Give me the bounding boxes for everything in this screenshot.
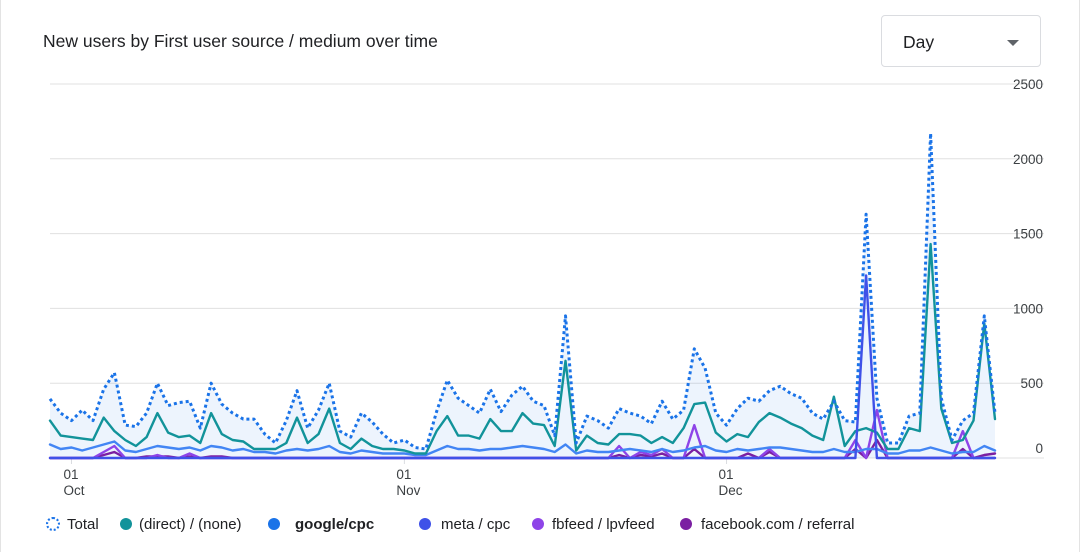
series-line-google-cpc — [48, 440, 997, 457]
y-tick-label: 500 — [1020, 376, 1043, 391]
x-tick-label-month: Nov — [396, 483, 420, 498]
legend-label-total: Total — [67, 516, 99, 533]
legend-swatch-meta-cpc — [419, 518, 431, 530]
legend-item-total[interactable]: Total — [46, 516, 99, 533]
card-border-left — [0, 0, 1, 552]
x-tick-label-day: 01 — [719, 467, 734, 482]
series-line-total — [48, 131, 997, 451]
legend-swatch-total — [46, 517, 60, 531]
legend-swatch-google-cpc — [268, 518, 280, 530]
y-tick-label: 2500 — [1013, 77, 1043, 92]
granularity-dropdown-value: Day — [903, 32, 935, 52]
legend-item-google-cpc[interactable]: google/cpc — [268, 516, 374, 533]
x-tick-label-day: 01 — [63, 467, 78, 482]
legend-swatch-direct — [120, 518, 132, 530]
legend-item-facebook-referral[interactable]: facebook.com / referral — [680, 516, 854, 533]
y-tick-label: 1500 — [1013, 227, 1043, 242]
legend-label-facebook-referral: facebook.com / referral — [701, 516, 855, 533]
legend-item-fbfeed[interactable]: fbfeed / lpvfeed — [532, 516, 655, 533]
total-area-fill — [50, 133, 995, 458]
y-tick-label: 2000 — [1013, 152, 1043, 167]
legend-swatch-fbfeed — [532, 518, 544, 530]
x-tick-label-month: Oct — [63, 483, 84, 498]
series-line-meta-cpc — [48, 274, 997, 460]
legend-label-google-cpc: google/cpc — [295, 516, 375, 533]
x-tick-label-day: 01 — [396, 467, 411, 482]
chart-title: New users by First user source / medium … — [43, 31, 438, 51]
granularity-dropdown[interactable]: Day — [881, 15, 1041, 67]
legend-label-direct: (direct) / (none) — [139, 516, 242, 533]
legend-label-meta-cpc: meta / cpc — [441, 516, 511, 533]
legend-swatch-facebook-referral — [680, 518, 692, 530]
chevron-down-icon — [1007, 40, 1019, 46]
x-tick-label-month: Dec — [719, 483, 743, 498]
y-tick-label: 0 — [1035, 441, 1043, 456]
legend-item-meta-cpc[interactable]: meta / cpc — [419, 516, 510, 533]
y-tick-label: 1000 — [1013, 301, 1043, 316]
legend-label-fbfeed: fbfeed / lpvfeed — [552, 516, 655, 533]
series-line-direct-none — [48, 242, 997, 455]
legend-item-direct[interactable]: (direct) / (none) — [120, 516, 242, 533]
